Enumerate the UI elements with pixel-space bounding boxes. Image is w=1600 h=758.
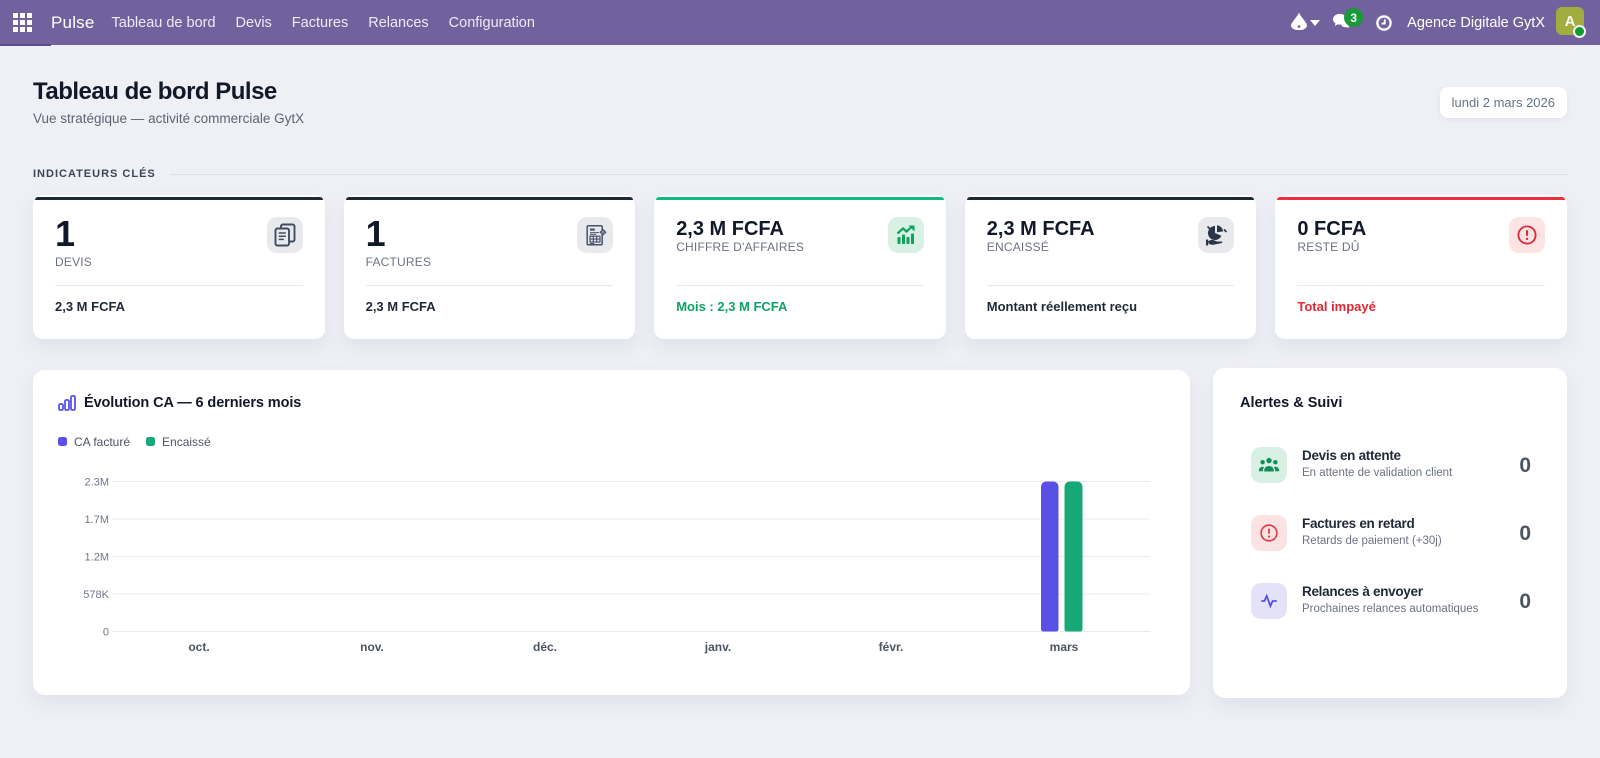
svg-text:mars: mars <box>1050 640 1079 654</box>
svg-text:578K: 578K <box>83 589 109 601</box>
svg-text:1.2M: 1.2M <box>85 552 109 564</box>
svg-text:janv.: janv. <box>704 640 731 654</box>
svg-text:2.3M: 2.3M <box>85 477 109 489</box>
svg-text:1.7M: 1.7M <box>85 514 109 526</box>
svg-text:oct.: oct. <box>188 640 209 654</box>
svg-text:déc.: déc. <box>533 640 557 654</box>
svg-text:févr.: févr. <box>879 640 904 654</box>
svg-text:nov.: nov. <box>360 640 384 654</box>
svg-text:0: 0 <box>103 627 109 639</box>
